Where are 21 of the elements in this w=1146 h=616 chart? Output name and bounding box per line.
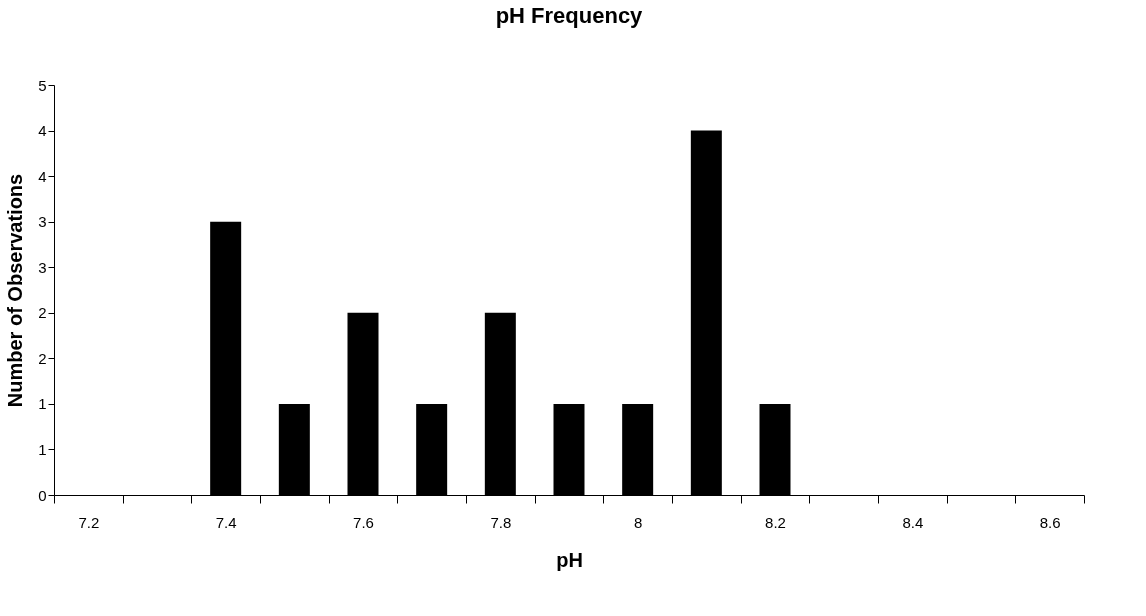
- x-tick-label: 8.2: [765, 513, 786, 531]
- y-tick-label: 2: [38, 304, 47, 322]
- x-tick-label: 7.2: [78, 513, 100, 531]
- chart-title: pH Frequency: [495, 3, 644, 28]
- x-axis-title: pH: [556, 548, 583, 571]
- x-tick-label: 7.6: [353, 513, 374, 531]
- y-tick-label: 4: [38, 122, 47, 140]
- y-axis-title: Number of Observations: [4, 173, 27, 408]
- y-tick-label: 3: [38, 213, 47, 231]
- y-tick-label: 0: [38, 486, 47, 504]
- y-tick-label: 5: [38, 76, 47, 94]
- x-tick-label: 8: [633, 513, 643, 531]
- y-tick-label: 1: [38, 395, 47, 413]
- x-tick-label: 7.4: [215, 513, 237, 531]
- x-tick-label: 7.8: [490, 513, 512, 531]
- y-tick-label: 1: [38, 440, 47, 458]
- y-tick-label: 2: [38, 349, 47, 367]
- x-tick-label: 8.4: [902, 513, 924, 531]
- x-tick-label: 8.6: [1039, 513, 1061, 531]
- y-tick-label: 3: [38, 258, 47, 276]
- y-tick-label: 4: [38, 167, 47, 185]
